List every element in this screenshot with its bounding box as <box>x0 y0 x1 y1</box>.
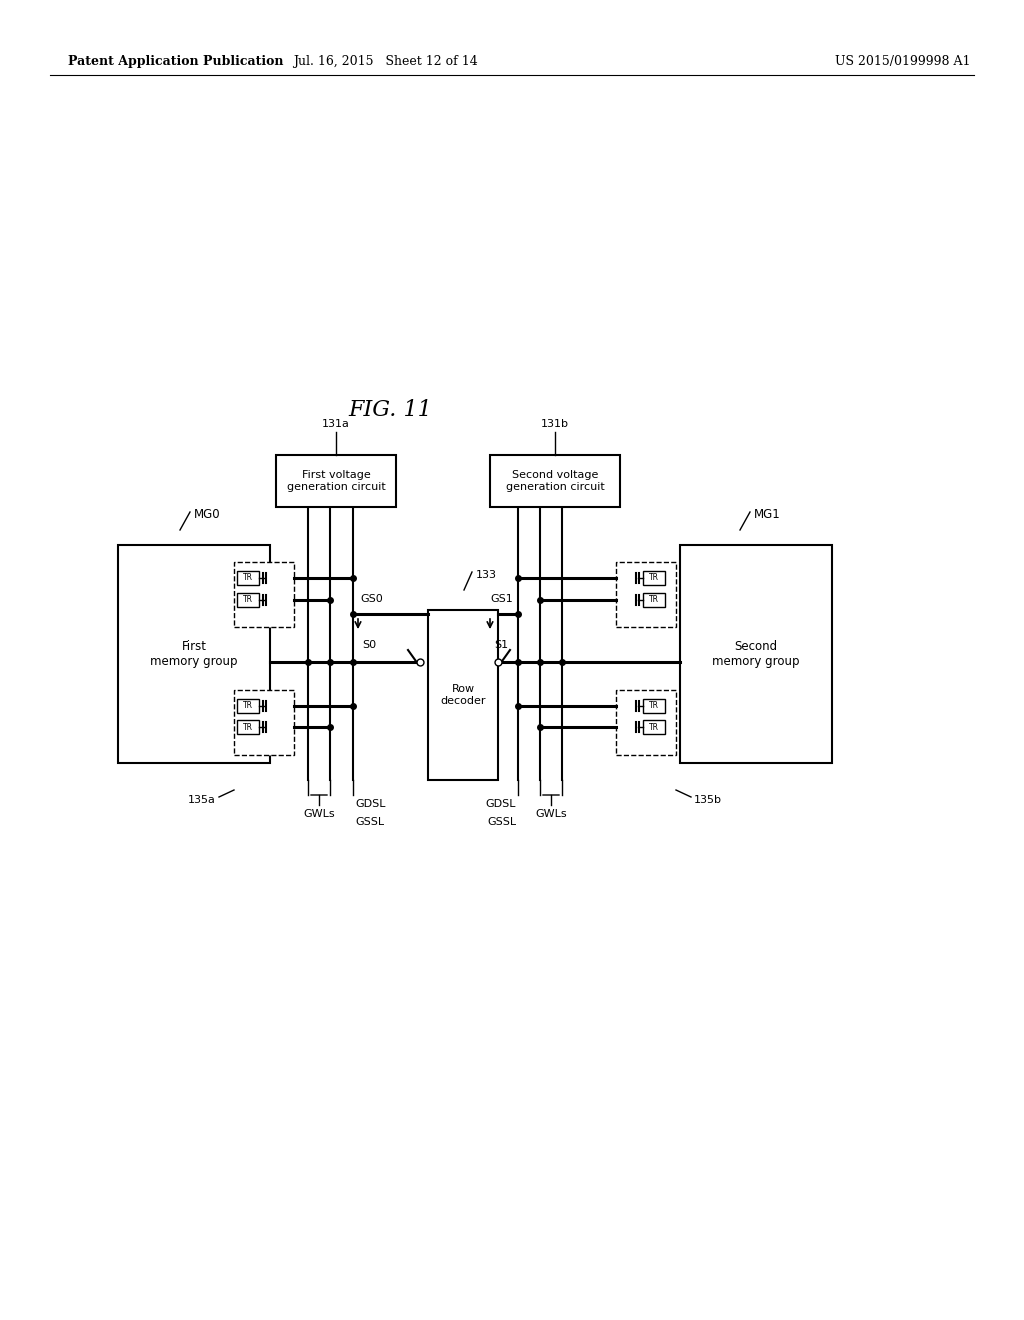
Bar <box>428 610 498 780</box>
Text: US 2015/0199998 A1: US 2015/0199998 A1 <box>835 55 971 69</box>
Bar <box>643 700 665 713</box>
Bar <box>276 455 396 507</box>
Text: GWLs: GWLs <box>303 809 335 818</box>
Text: 135b: 135b <box>694 795 722 805</box>
Text: TR: TR <box>649 595 659 605</box>
Text: S1: S1 <box>494 640 508 649</box>
Bar <box>237 700 259 713</box>
Text: First voltage
generation circuit: First voltage generation circuit <box>287 470 385 492</box>
Bar <box>237 572 259 585</box>
Bar <box>118 545 270 763</box>
Text: GS1: GS1 <box>490 594 513 605</box>
Bar <box>237 719 259 734</box>
Text: TR: TR <box>649 722 659 731</box>
Text: Jul. 16, 2015   Sheet 12 of 14: Jul. 16, 2015 Sheet 12 of 14 <box>293 55 477 69</box>
Text: GWLs: GWLs <box>536 809 567 818</box>
Text: 131a: 131a <box>323 418 350 429</box>
Bar <box>643 572 665 585</box>
Text: Patent Application Publication: Patent Application Publication <box>68 55 284 69</box>
Bar <box>643 719 665 734</box>
Bar <box>616 690 676 755</box>
Bar <box>234 562 294 627</box>
Bar <box>680 545 831 763</box>
Text: MG0: MG0 <box>194 508 220 521</box>
Text: TR: TR <box>243 595 253 605</box>
Text: Row
decoder: Row decoder <box>440 684 485 706</box>
Text: 131b: 131b <box>541 418 569 429</box>
Text: FIG. 11: FIG. 11 <box>348 399 432 421</box>
Text: Second voltage
generation circuit: Second voltage generation circuit <box>506 470 604 492</box>
Text: TR: TR <box>649 701 659 710</box>
Text: TR: TR <box>243 573 253 582</box>
Bar <box>616 562 676 627</box>
Text: TR: TR <box>649 573 659 582</box>
Text: TR: TR <box>243 701 253 710</box>
Text: GDSL: GDSL <box>485 799 516 809</box>
Bar <box>643 593 665 607</box>
Text: MG1: MG1 <box>754 508 780 521</box>
Text: GDSL: GDSL <box>355 799 385 809</box>
Bar <box>234 690 294 755</box>
Text: TR: TR <box>243 722 253 731</box>
Text: GSSL: GSSL <box>486 817 516 828</box>
Text: 133: 133 <box>476 570 497 579</box>
Text: GSSL: GSSL <box>355 817 384 828</box>
Bar <box>490 455 620 507</box>
Text: First
memory group: First memory group <box>151 640 238 668</box>
Bar <box>237 593 259 607</box>
Text: S0: S0 <box>362 640 376 649</box>
Text: GS0: GS0 <box>360 594 383 605</box>
Text: 135a: 135a <box>188 795 216 805</box>
Text: Second
memory group: Second memory group <box>713 640 800 668</box>
